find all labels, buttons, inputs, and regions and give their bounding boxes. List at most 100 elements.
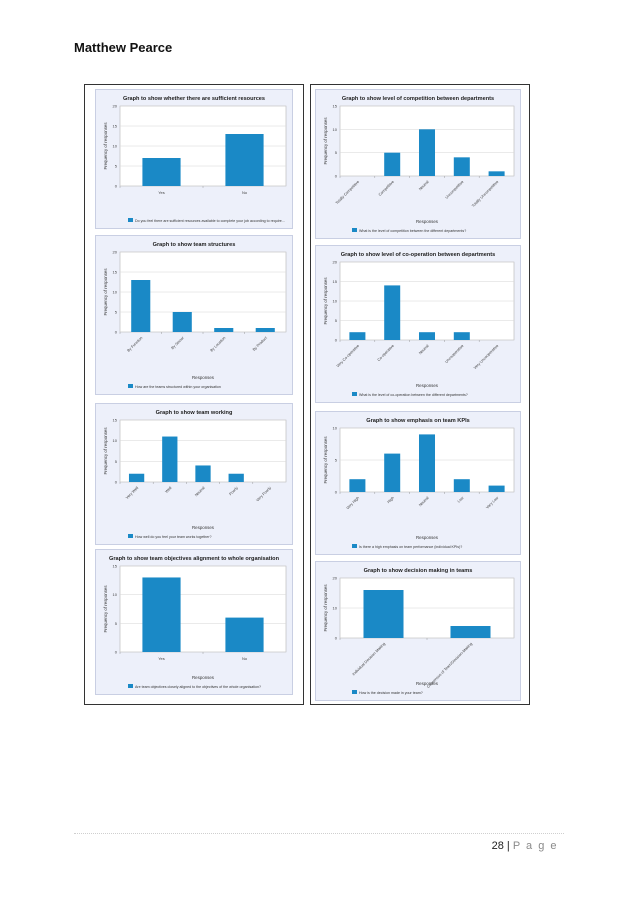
y-tick-label: 20 [113,250,118,255]
x-axis-label: Responses [416,535,439,540]
x-tick-label: Yes [158,656,165,661]
y-tick-label: 20 [333,576,338,581]
bar [172,312,192,332]
y-tick-label: 0 [115,184,118,189]
x-tick-label: Yes [158,190,165,195]
bar [349,479,366,492]
bar [128,473,145,482]
chart-title: Graph to show level of co-operation betw… [341,252,495,258]
chart-svg: Graph to show team objectives alignment … [103,556,287,689]
bar [363,590,404,638]
x-tick-label: Totally Uncompetitive [471,180,499,208]
page-number: 28 [491,840,504,852]
chart-title: Graph to show decision making in teams [364,568,473,574]
bar [488,171,505,176]
bar [384,285,401,340]
x-tick-label: Uncompetitive [445,180,465,200]
chart-title: Graph to show whether there are sufficie… [123,96,265,102]
y-axis-label: Frequency of responses [323,117,328,165]
chart-svg: Graph to show whether there are sufficie… [103,96,287,223]
y-tick-label: 5 [115,459,118,464]
chart-title: Graph to show team objectives alignment … [109,556,280,562]
x-tick-label: Low [457,496,465,504]
y-tick-label: 20 [333,260,338,265]
x-tick-label: Very Well [125,486,139,500]
chart-decision-making: Graph to show decision making in teams 0 1… [315,561,521,701]
chart-competition: Graph to show level of competition betwe… [315,89,521,239]
bar [349,332,366,340]
y-axis-label: Frequency of responses [323,436,328,484]
y-tick-label: 10 [333,299,338,304]
y-tick-label: 10 [333,426,338,431]
bar [131,280,151,332]
y-tick-label: 15 [113,418,118,423]
bar [488,485,505,492]
legend-label: What is the level of co-operation betwee… [359,393,468,397]
chart-svg: Graph to show team working 0 5 10 15 Frequenc… [103,410,287,539]
x-axis-label: Responses [416,219,439,224]
x-tick-label: By Function [126,336,143,353]
legend-swatch [128,384,133,388]
x-tick-label: Very Co-operative [336,344,360,368]
y-tick-label: 5 [115,310,118,315]
x-tick-label: High [387,496,395,504]
y-tick-label: 0 [115,480,118,485]
x-tick-label: By Sector [170,335,185,350]
x-tick-label: No [242,656,248,661]
y-tick-label: 15 [113,270,118,275]
footer-separator: | [506,840,510,852]
right-chart-panel: Graph to show level of competition betwe… [310,84,530,705]
legend-label: How is the decision made in your team? [359,691,423,695]
legend-label: How well do you feel your team works tog… [135,535,212,539]
left-chart-panel: Graph to show whether there are sufficie… [84,84,304,705]
x-axis-label: Responses [192,675,215,680]
y-tick-label: 10 [333,127,338,132]
y-tick-label: 5 [335,150,338,155]
x-tick-label: Neutral [418,180,430,192]
y-tick-label: 15 [113,124,118,129]
bar [228,473,244,482]
y-tick-label: 0 [115,330,118,335]
bar [418,332,436,340]
chart-team-working: Graph to show team working 0 5 10 15 Frequenc… [95,403,293,545]
chart-title: Graph to show emphasis on team KPIs [366,418,470,424]
chart-title: Graph to show level of competition betwe… [342,96,494,102]
chart-sufficient-resources: Graph to show whether there are sufficie… [95,89,293,229]
y-tick-label: 15 [113,564,118,569]
legend-swatch [128,218,133,222]
y-axis-label: Frequency of responses [103,585,108,633]
x-axis-label: Responses [192,525,215,530]
page-label: P a g e [512,840,558,852]
bar [255,328,275,332]
legend-label: Are team objectives closely aligned to t… [135,685,261,689]
chart-svg: Graph to show team structures 0 5 10 15 20 Fre… [103,242,287,389]
x-tick-label: Well [164,486,172,494]
bar [384,152,401,176]
chart-team-kpis: Graph to show emphasis on team KPIs 0 5 10 F… [315,411,521,555]
y-tick-label: 10 [113,438,118,443]
x-tick-label: By Product [252,335,269,352]
legend-swatch [352,544,357,548]
legend-swatch [128,684,133,688]
bar [453,157,470,176]
y-tick-label: 5 [335,458,338,463]
bar [225,617,264,652]
legend-label: Do you feel there are sufficient resourc… [135,219,285,223]
chart-team-structures: Graph to show team structures 0 5 10 15 20 Fre… [95,235,293,395]
y-tick-label: 0 [335,636,338,641]
bar [214,328,234,332]
x-tick-label: Competitive [378,180,395,197]
x-tick-label: No [242,190,248,195]
x-axis-label: Responses [192,375,215,380]
chart-svg: Graph to show emphasis on team KPIs 0 5 10 F… [323,418,515,549]
legend-label: Is there a high emphasis on team perform… [359,545,462,549]
page-footer: 28 | P a g e [492,840,558,852]
bar [195,465,211,482]
y-tick-label: 20 [113,104,118,109]
x-tick-label: Uncooperative [444,344,464,364]
y-tick-label: 10 [113,592,118,597]
x-tick-label: Poorly [228,486,239,497]
legend-swatch [352,228,357,232]
y-tick-label: 15 [333,104,338,109]
bar [142,158,181,186]
